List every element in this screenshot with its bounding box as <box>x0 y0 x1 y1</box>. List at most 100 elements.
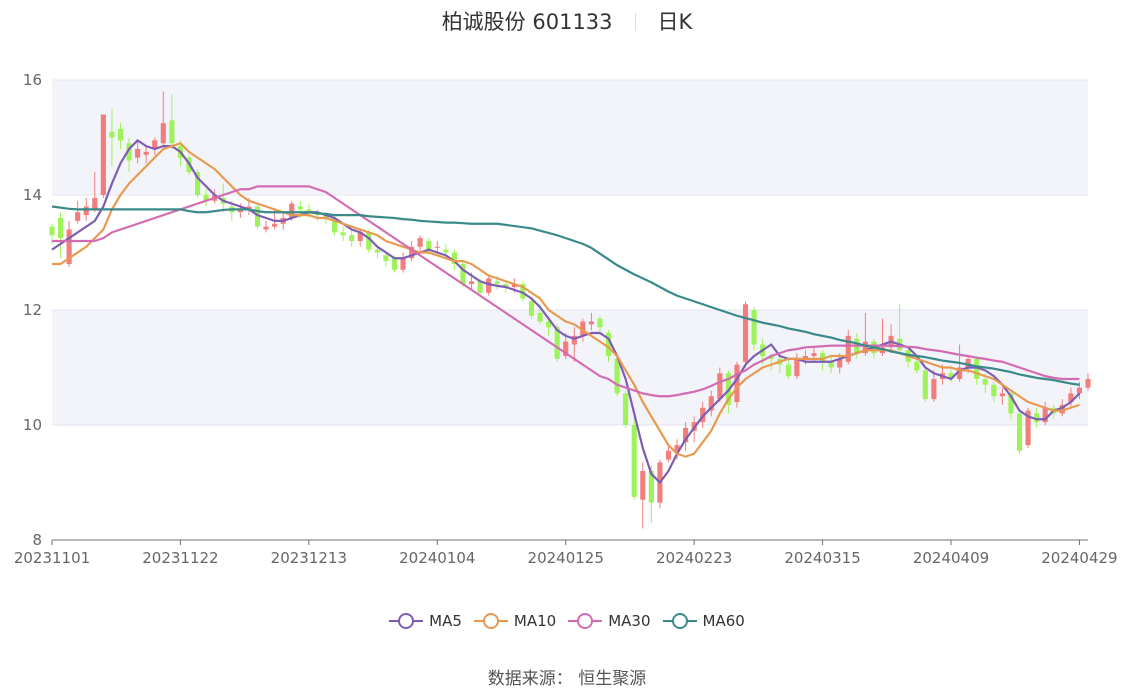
candle-body <box>862 341 868 354</box>
x-tick-label: 20240125 <box>528 549 604 567</box>
candle-body <box>83 206 89 216</box>
legend-item-ma10[interactable]: MA10 <box>473 612 557 630</box>
background-band <box>52 80 1088 195</box>
candle-body <box>486 278 492 293</box>
candle-body <box>957 367 963 379</box>
candle-body <box>794 358 800 377</box>
candle-body <box>528 301 535 316</box>
candle-body <box>126 143 132 161</box>
candle-body <box>426 241 432 250</box>
candle-body <box>117 128 124 141</box>
line-ma30 <box>52 185 1080 398</box>
x-tick-label: 20231213 <box>271 549 347 567</box>
candle-body <box>768 356 774 359</box>
candle-body <box>246 206 252 210</box>
candle-body <box>571 335 577 345</box>
candle-body <box>451 252 457 264</box>
candle-body <box>554 327 560 359</box>
candle-body <box>640 471 646 500</box>
candle-body <box>443 249 449 253</box>
candle-body <box>366 232 372 250</box>
legend-swatch <box>389 613 424 629</box>
legend-swatch <box>662 613 697 629</box>
period-label: 日K <box>657 10 693 34</box>
candle-body <box>991 384 997 397</box>
candle-body <box>520 284 526 299</box>
candle-body <box>400 258 406 270</box>
y-tick-label: 12 <box>23 301 42 319</box>
candle-body <box>49 226 55 236</box>
candle-body <box>931 379 937 400</box>
candle-body <box>160 123 166 144</box>
ma-lines <box>51 139 1081 484</box>
candle-body <box>1034 413 1040 423</box>
candle-body <box>751 310 757 345</box>
candle-body <box>1059 404 1065 414</box>
candle-body <box>1025 410 1031 446</box>
candlestick-chart: 8 10 12 14 16 20231101 20231122 20231213 2024010… <box>14 71 1118 567</box>
background-band <box>52 310 1088 425</box>
line-ma10 <box>52 142 1080 458</box>
candle-body <box>263 226 269 230</box>
candle-body <box>297 206 303 210</box>
candle-body <box>982 379 988 385</box>
legend-item-ma5[interactable]: MA5 <box>389 612 462 630</box>
legend-item-ma30[interactable]: MA30 <box>568 612 651 630</box>
legend-label: MA30 <box>608 612 651 630</box>
candle-body <box>383 255 389 262</box>
candle-body <box>717 373 723 400</box>
candle-body <box>914 361 920 371</box>
candle-body <box>665 450 672 460</box>
candle-body <box>477 281 483 293</box>
candle-body <box>391 258 398 270</box>
x-tick-label: 20231122 <box>142 549 218 567</box>
candle-body <box>434 246 440 248</box>
chart-title: 柏诚股份 601133 日K <box>0 6 1134 36</box>
legend-swatch <box>473 613 508 629</box>
candle-body <box>828 361 834 368</box>
candle-body <box>357 232 363 241</box>
candle-body <box>648 471 654 503</box>
candle-body <box>580 321 586 336</box>
candle-body <box>511 284 517 287</box>
legend-label: MA60 <box>702 612 745 630</box>
candle-body <box>623 393 629 425</box>
candle-body <box>965 358 971 368</box>
candle-body <box>135 149 141 158</box>
legend-label: MA10 <box>513 612 557 630</box>
line-ma60 <box>51 205 1080 386</box>
candle-body <box>203 195 209 201</box>
candle-body <box>109 131 115 138</box>
y-tick-label: 8 <box>32 531 42 549</box>
candle-body <box>460 264 466 285</box>
legend-label: MA5 <box>429 612 462 630</box>
candle-body <box>92 197 98 210</box>
candle-body <box>742 304 749 362</box>
candle-body <box>802 356 809 359</box>
candle-body <box>811 353 817 356</box>
candle-body <box>143 151 149 155</box>
candle-body <box>734 364 740 402</box>
candle-body <box>340 232 346 236</box>
candle-body <box>169 120 175 144</box>
candle-body <box>537 312 543 322</box>
candle-body <box>1068 393 1074 402</box>
y-tick-label: 14 <box>23 186 42 204</box>
x-tick-label: 20240315 <box>784 549 860 567</box>
candle-body <box>468 281 475 285</box>
legend: MA5 MA10 MA30 MA60 <box>0 612 1134 633</box>
legend-item-ma60[interactable]: MA60 <box>662 612 745 630</box>
x-tick-label: 20240429 <box>1041 549 1117 567</box>
candle-body <box>614 358 620 394</box>
candle-body <box>152 140 158 149</box>
candle-body <box>631 425 637 497</box>
candle-body <box>546 321 552 328</box>
candle-body <box>948 373 954 379</box>
candle-body <box>1085 379 1091 388</box>
candle-body <box>674 445 680 451</box>
candle-body <box>66 229 72 264</box>
candle-body <box>417 238 423 247</box>
candle-body <box>57 218 64 239</box>
candle-body <box>605 333 612 356</box>
candle-body <box>272 223 278 227</box>
